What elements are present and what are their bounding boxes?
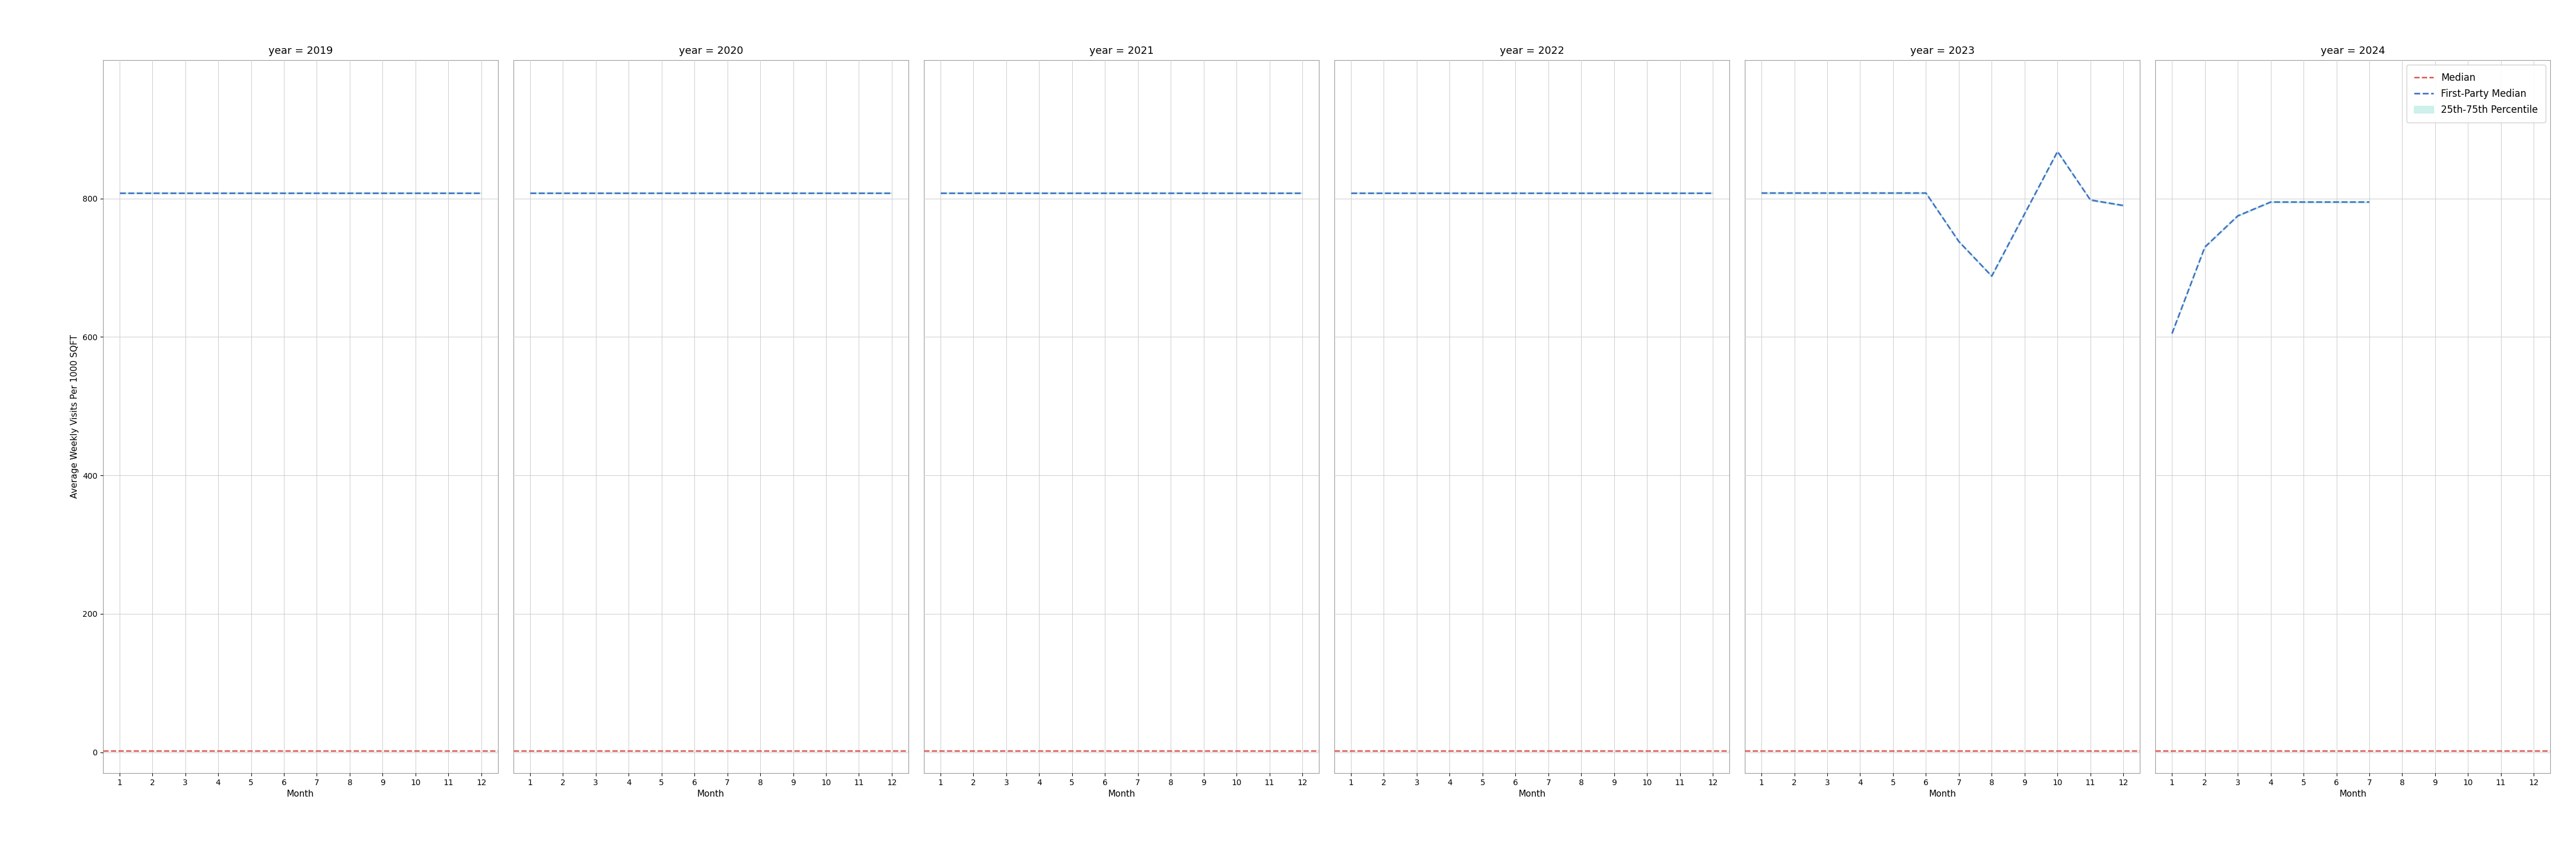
X-axis label: Month: Month xyxy=(698,790,724,799)
Title: year = 2022: year = 2022 xyxy=(1499,46,1564,56)
X-axis label: Month: Month xyxy=(2339,790,2367,799)
X-axis label: Month: Month xyxy=(286,790,314,799)
X-axis label: Month: Month xyxy=(1517,790,1546,799)
Title: year = 2024: year = 2024 xyxy=(2321,46,2385,56)
Legend: Median, First-Party Median, 25th-75th Percentile: Median, First-Party Median, 25th-75th Pe… xyxy=(2406,65,2545,123)
Title: year = 2019: year = 2019 xyxy=(268,46,332,56)
Title: year = 2021: year = 2021 xyxy=(1090,46,1154,56)
Title: year = 2023: year = 2023 xyxy=(1911,46,1976,56)
Y-axis label: Average Weekly Visits Per 1000 SQFT: Average Weekly Visits Per 1000 SQFT xyxy=(70,335,80,498)
X-axis label: Month: Month xyxy=(1108,790,1136,799)
X-axis label: Month: Month xyxy=(1929,790,1955,799)
Title: year = 2020: year = 2020 xyxy=(677,46,742,56)
